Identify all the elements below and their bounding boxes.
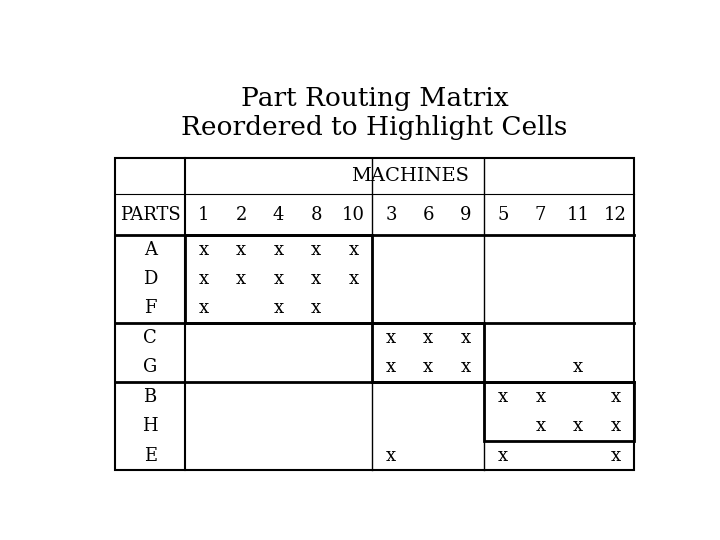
Text: x: x	[348, 270, 359, 288]
Text: 3: 3	[385, 206, 397, 224]
Text: A: A	[143, 241, 157, 259]
Text: x: x	[536, 417, 546, 435]
Text: x: x	[311, 241, 321, 259]
Text: 12: 12	[604, 206, 627, 224]
Text: x: x	[274, 241, 284, 259]
Text: G: G	[143, 359, 157, 376]
Text: x: x	[236, 270, 246, 288]
Text: x: x	[199, 300, 209, 318]
Text: PARTS: PARTS	[120, 206, 181, 224]
Text: x: x	[498, 447, 508, 464]
Text: x: x	[423, 359, 433, 376]
Text: C: C	[143, 329, 157, 347]
Text: H: H	[143, 417, 158, 435]
Text: x: x	[274, 270, 284, 288]
Text: 5: 5	[498, 206, 509, 224]
Text: x: x	[611, 388, 621, 406]
Text: x: x	[311, 270, 321, 288]
Text: x: x	[573, 359, 583, 376]
Text: Part Routing Matrix
Reordered to Highlight Cells: Part Routing Matrix Reordered to Highlig…	[181, 86, 568, 140]
Text: x: x	[199, 241, 209, 259]
Text: x: x	[423, 329, 433, 347]
Text: x: x	[461, 329, 471, 347]
Text: x: x	[461, 359, 471, 376]
Text: x: x	[611, 447, 621, 464]
Text: x: x	[536, 388, 546, 406]
Text: F: F	[144, 300, 156, 318]
Text: 8: 8	[310, 206, 322, 224]
Text: 7: 7	[535, 206, 546, 224]
Text: x: x	[274, 300, 284, 318]
Text: x: x	[348, 241, 359, 259]
Text: MACHINES: MACHINES	[351, 167, 469, 185]
Text: 6: 6	[423, 206, 434, 224]
Text: x: x	[236, 241, 246, 259]
Text: 1: 1	[198, 206, 210, 224]
Text: 10: 10	[342, 206, 365, 224]
Text: D: D	[143, 270, 158, 288]
Text: x: x	[199, 270, 209, 288]
Text: x: x	[386, 329, 396, 347]
Text: x: x	[386, 359, 396, 376]
Text: x: x	[573, 417, 583, 435]
Text: 11: 11	[567, 206, 590, 224]
Text: 2: 2	[235, 206, 247, 224]
Text: B: B	[143, 388, 157, 406]
Text: x: x	[311, 300, 321, 318]
Text: E: E	[143, 447, 157, 464]
Text: 4: 4	[273, 206, 284, 224]
Text: x: x	[386, 447, 396, 464]
Text: x: x	[498, 388, 508, 406]
Text: x: x	[611, 417, 621, 435]
Text: 9: 9	[460, 206, 472, 224]
